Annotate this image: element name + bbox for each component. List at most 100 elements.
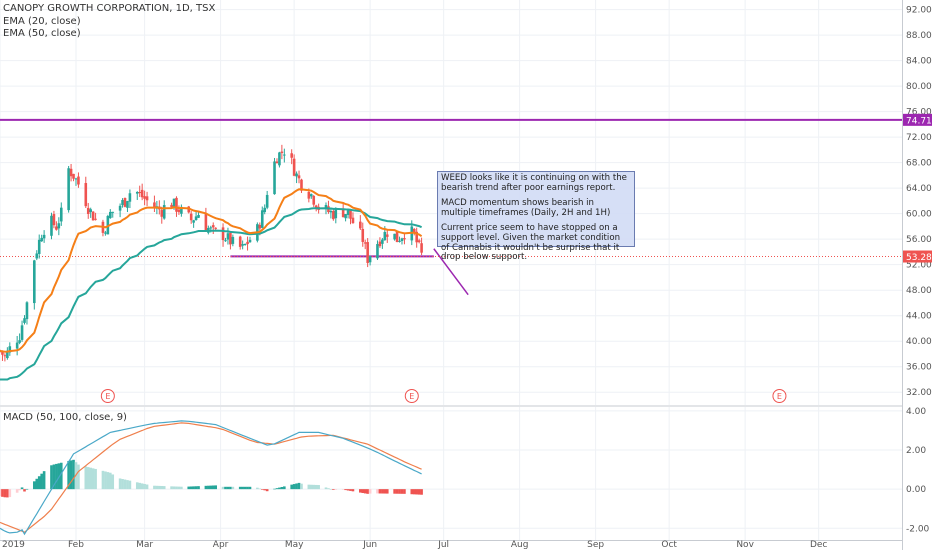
price-tick-label: 40.00 — [906, 337, 932, 347]
time-tick-label: Jul — [437, 540, 449, 550]
macd-histogram-bar — [52, 464, 56, 490]
candle-body — [55, 226, 58, 230]
price-tick-label: 32.00 — [906, 388, 932, 398]
earnings-marker[interactable] — [772, 389, 787, 403]
macd-histogram-bar — [40, 473, 43, 490]
macd-histogram-bar — [275, 488, 279, 490]
time-tick-label: Apr — [213, 540, 229, 550]
macd-histogram-bar — [15, 489, 19, 493]
candle-body — [415, 231, 418, 243]
ema20-line — [0, 188, 423, 353]
candle-body — [363, 242, 367, 244]
candle-body — [94, 218, 97, 220]
candle-body — [91, 211, 95, 221]
candle-body — [283, 154, 286, 156]
candle-body — [180, 206, 183, 214]
macd-histogram-bar — [121, 478, 124, 490]
candle-body — [37, 239, 41, 254]
macd-histogram-bar — [241, 486, 244, 490]
macd-histogram-bar — [265, 489, 269, 492]
macd-histogram-bar — [77, 464, 80, 490]
ema50-line — [0, 207, 423, 381]
candle-body — [57, 223, 61, 229]
candle-body — [72, 173, 75, 179]
macd-histogram-bar — [3, 489, 7, 498]
macd-histogram-bar — [378, 489, 382, 494]
macd-histogram-bar — [297, 482, 301, 490]
time-tick-label: Sep — [587, 540, 604, 550]
price-tick-label: 72.00 — [906, 133, 932, 143]
macd-histogram-bar — [118, 478, 122, 490]
macd-histogram-bar — [214, 485, 217, 490]
candle-body — [351, 217, 355, 224]
candle-body — [226, 233, 230, 240]
macd-histogram-bar — [35, 478, 39, 490]
candle-body — [368, 256, 372, 263]
candle-body — [177, 209, 181, 213]
candle-body — [224, 240, 227, 242]
note-paragraph-3: Current price seem to have stopped on a … — [441, 223, 621, 263]
candle-body — [280, 151, 284, 153]
macd-histogram-bar — [192, 486, 195, 490]
candle-body — [128, 193, 132, 202]
macd-signal-line — [0, 422, 422, 533]
macd-histogram-bar — [415, 489, 418, 495]
candle-body — [378, 241, 382, 247]
macd-histogram-bar — [248, 486, 252, 490]
macd-tick-label: 0.00 — [906, 485, 926, 495]
candle-body — [104, 232, 107, 234]
candle-body — [275, 161, 279, 164]
macd-histogram-bar — [145, 484, 149, 490]
macd-histogram-bar — [229, 486, 232, 490]
horizontal-levels[interactable] — [0, 118, 902, 296]
macd-histogram-bar — [162, 486, 166, 490]
candle-body — [126, 201, 129, 208]
macd-histogram-bar — [349, 489, 352, 491]
candle-body — [67, 168, 70, 211]
macd-histogram-bar — [104, 471, 107, 490]
time-tick-label: May — [285, 540, 304, 550]
candle-body — [197, 214, 200, 218]
price-tick-label: 92.00 — [906, 6, 932, 16]
macd-histogram-bar — [25, 488, 29, 490]
candle-body — [366, 242, 369, 263]
macd-histogram-bar — [361, 489, 365, 494]
price-tick-label: 36.00 — [906, 363, 932, 373]
macd-histogram-bar — [153, 485, 156, 490]
price-tick-label: 48.00 — [906, 286, 932, 296]
macd-histogram-bar — [0, 489, 2, 497]
grid — [0, 0, 902, 540]
candle-body — [243, 244, 247, 246]
macd-histogram-bar — [324, 487, 328, 490]
macd-tick-label: -2.00 — [906, 524, 930, 534]
candle-body — [403, 238, 406, 240]
macd-histogram-bar — [172, 486, 176, 490]
candle-body — [412, 228, 416, 234]
candle-body — [118, 205, 122, 211]
candle-body — [332, 210, 335, 220]
candle-body — [385, 234, 389, 237]
candle-body — [246, 241, 249, 245]
candle-body — [265, 194, 269, 208]
chart-title: CANOPY GROWTH CORPORATION, 1D, TSX — [3, 3, 216, 14]
ema50-legend: EMA (50, close) — [3, 28, 81, 39]
macd-histogram-bar — [383, 489, 387, 494]
earnings-marker[interactable] — [100, 389, 115, 403]
time-tick-label: Nov — [736, 540, 754, 550]
earnings-marker[interactable] — [404, 389, 419, 403]
candle-body — [395, 231, 399, 243]
time-tick-label: Feb — [68, 540, 84, 550]
macd-histogram-bar — [307, 484, 311, 490]
macd-histogram-bar — [344, 489, 347, 491]
macd-histogram-bar — [194, 486, 198, 490]
candle-body — [420, 243, 423, 253]
macd-histogram-bar — [341, 489, 345, 490]
resistance-price-label: 74.71 — [906, 116, 932, 126]
analysis-note[interactable]: WEED looks like it is continuing on with… — [437, 171, 635, 262]
macd-histogram-bar — [1, 489, 4, 497]
macd-histogram-bar — [278, 487, 281, 490]
